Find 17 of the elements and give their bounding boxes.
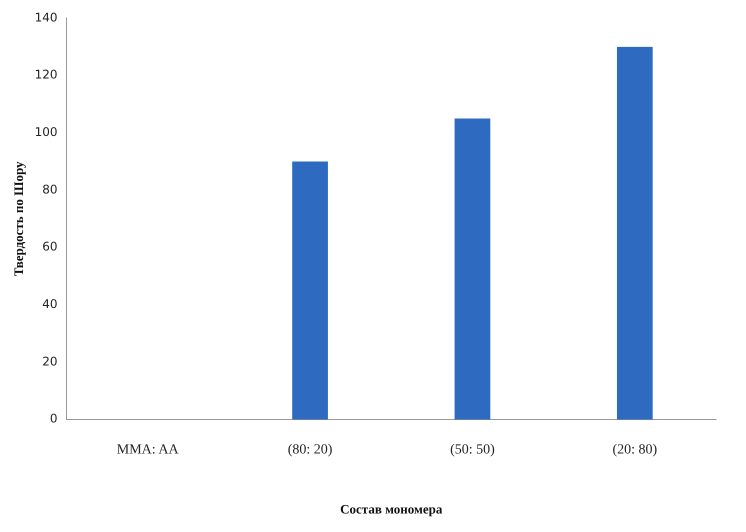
y-tick-label: 60 xyxy=(42,240,58,254)
y-axis-title: Твердость по Шору xyxy=(11,161,26,276)
y-tick-label: 140 xyxy=(34,10,58,24)
y-tick-label: 120 xyxy=(34,68,58,82)
x-tick-label: (20: 80) xyxy=(612,442,658,458)
x-tick-label: (50: 50) xyxy=(450,442,496,458)
bar xyxy=(454,118,490,420)
y-tick-label: 0 xyxy=(50,412,58,426)
x-axis-title: Состав мономера xyxy=(340,502,443,517)
bar xyxy=(292,162,328,420)
x-tick-label: MMA: AA xyxy=(116,442,180,458)
y-tick-label: 100 xyxy=(34,125,58,140)
y-tick-label: 20 xyxy=(42,354,58,368)
bar xyxy=(616,46,653,420)
y-tick-label: 80 xyxy=(42,182,58,196)
y-tick-label: 40 xyxy=(42,297,58,312)
x-tick-label: (80: 20) xyxy=(288,442,333,458)
